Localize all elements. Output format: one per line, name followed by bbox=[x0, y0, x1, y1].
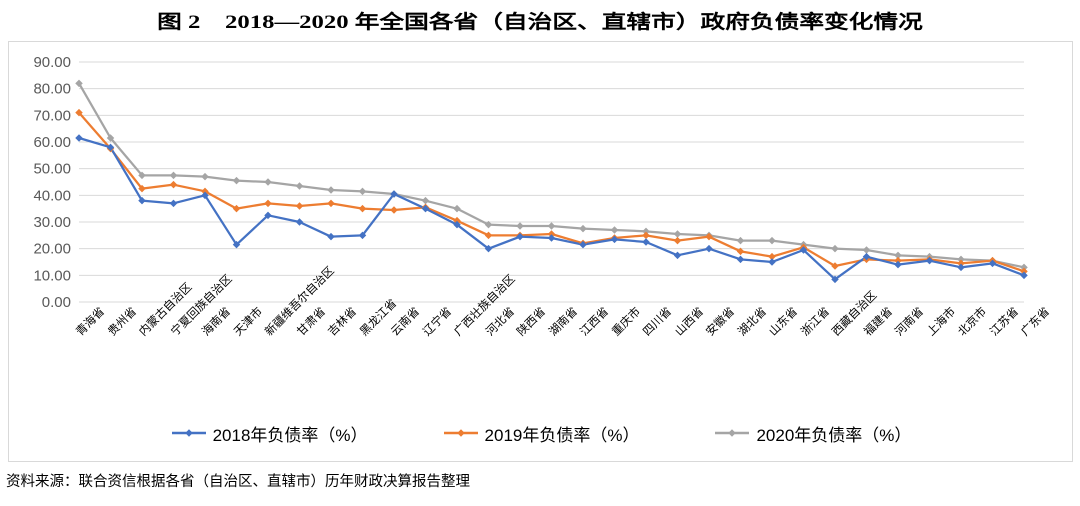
svg-text:10.00: 10.00 bbox=[33, 267, 71, 284]
svg-text:60.00: 60.00 bbox=[33, 134, 71, 151]
svg-text:50.00: 50.00 bbox=[33, 161, 71, 178]
svg-text:90.00: 90.00 bbox=[33, 54, 71, 71]
svg-text:80.00: 80.00 bbox=[33, 81, 71, 98]
svg-text:70.00: 70.00 bbox=[33, 107, 71, 124]
svg-text:20.00: 20.00 bbox=[33, 241, 71, 258]
svg-text:40.00: 40.00 bbox=[33, 187, 71, 204]
svg-text:30.00: 30.00 bbox=[33, 214, 71, 231]
